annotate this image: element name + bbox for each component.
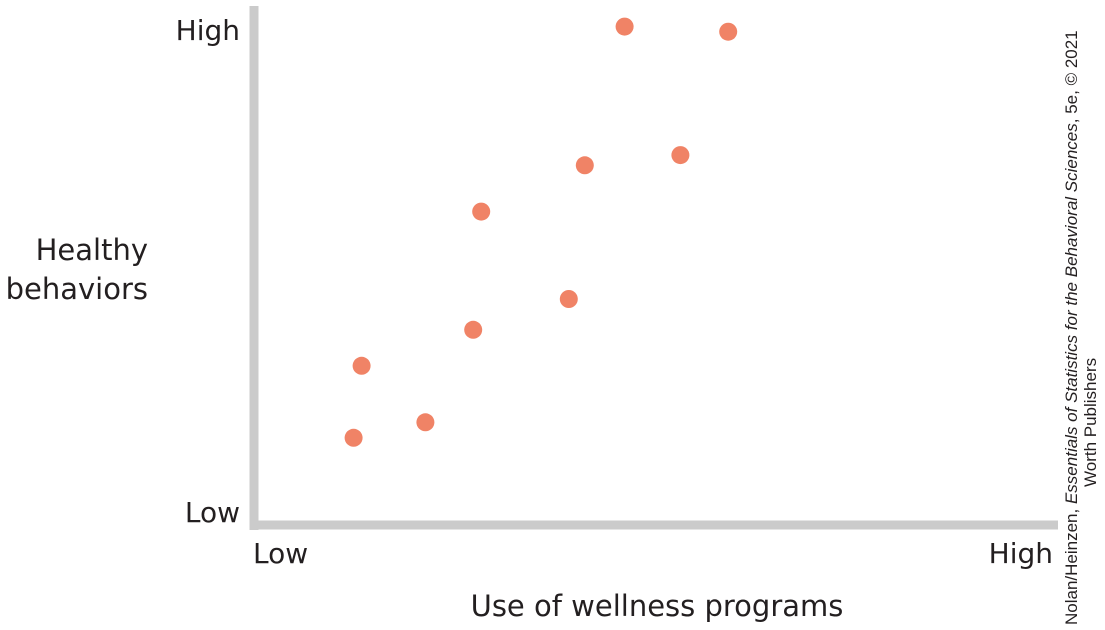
- data-point-8: [615, 17, 634, 36]
- data-point-7: [575, 156, 594, 175]
- credit-text: Nolan/Heinzen, Essentials of Statistics …: [1062, 30, 1100, 625]
- data-point-2: [352, 356, 371, 375]
- x-tick-label-high: High: [989, 537, 1053, 570]
- x-axis-title: Use of wellness programs: [471, 589, 844, 623]
- credit-title: Essentials of Statistics for the Behavio…: [1062, 123, 1081, 504]
- y-axis-title-line-2: behaviors: [6, 272, 148, 306]
- data-point-6: [559, 290, 578, 308]
- data-points: [344, 17, 738, 447]
- data-point-5: [472, 202, 491, 221]
- data-point-1: [344, 428, 363, 447]
- credit-author: Nolan/Heinzen,: [1062, 504, 1081, 625]
- y-axis-title-line-1: Healthy: [36, 233, 148, 267]
- data-point-4: [464, 320, 483, 339]
- svg-text:Nolan/Heinzen, Essentials of S: Nolan/Heinzen, Essentials of Statistics …: [1062, 30, 1081, 625]
- credit-edition: , 5e, © 2021: [1062, 30, 1081, 123]
- data-point-10: [719, 22, 738, 41]
- y-tick-label-low: Low: [185, 496, 240, 529]
- data-point-3: [416, 413, 435, 432]
- data-point-9: [671, 146, 690, 165]
- x-tick-label-low: Low: [253, 537, 308, 570]
- y-tick-label-high: High: [176, 14, 240, 47]
- credit-publisher: Worth Publishers: [1081, 358, 1100, 487]
